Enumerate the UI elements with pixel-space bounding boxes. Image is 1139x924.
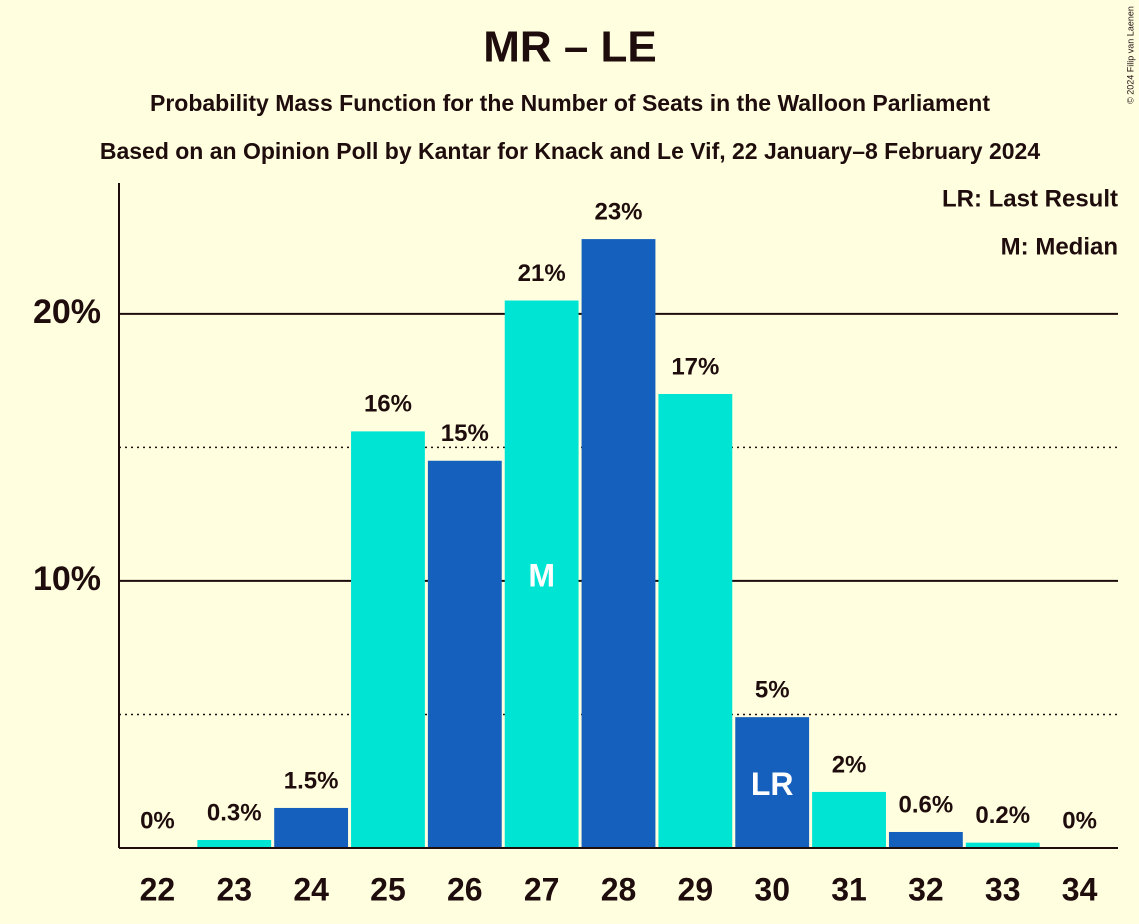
value-label: 1.5% [284,767,339,794]
bar [965,842,1040,848]
x-tick-label: 22 [140,871,176,907]
value-label: 23% [594,198,642,225]
value-label: 16% [364,391,412,418]
x-tick-label: 29 [678,871,714,907]
legend-text: LR: Last Result [942,185,1118,212]
value-label: 15% [441,420,489,447]
y-tick-label: 10% [33,560,101,598]
x-tick-label: 34 [1062,871,1098,907]
chart-subtitle: Probability Mass Function for the Number… [150,90,990,116]
x-tick-label: 23 [216,871,252,907]
chart-title: MR – LE [483,23,657,72]
value-label: 2% [832,751,867,778]
bar [427,460,502,848]
value-label: 0% [140,807,175,834]
bar [812,791,886,848]
legend-text: M: Median [1001,233,1118,260]
value-label: 17% [671,353,719,380]
value-label: 0.3% [207,799,262,826]
x-tick-label: 25 [370,871,406,907]
x-tick-label: 32 [908,871,944,907]
x-tick-label: 26 [447,871,483,907]
y-tick-label: 20% [33,293,101,331]
bar [504,300,579,849]
value-label: 5% [755,676,790,703]
value-label: 0.6% [899,791,954,818]
bar-annotation: LR [751,766,794,802]
bar-annotation: M [528,558,555,594]
x-tick-label: 27 [524,871,560,907]
copyright: © 2024 Filip van Laenen [1125,6,1135,104]
chart-subtitle: Based on an Opinion Poll by Kantar for K… [100,138,1041,164]
value-label: 21% [518,260,566,287]
value-label: 0% [1062,807,1097,834]
bar [197,839,272,848]
x-tick-label: 31 [831,871,867,907]
value-label: 0.2% [975,802,1030,829]
x-tick-label: 30 [754,871,790,907]
bar [888,831,963,848]
x-tick-label: 33 [985,871,1021,907]
bar [581,239,656,848]
bar [658,393,733,848]
bar [351,431,425,848]
x-tick-label: 28 [601,871,637,907]
bar [735,717,810,848]
bar [274,807,349,848]
x-tick-label: 24 [293,871,329,907]
